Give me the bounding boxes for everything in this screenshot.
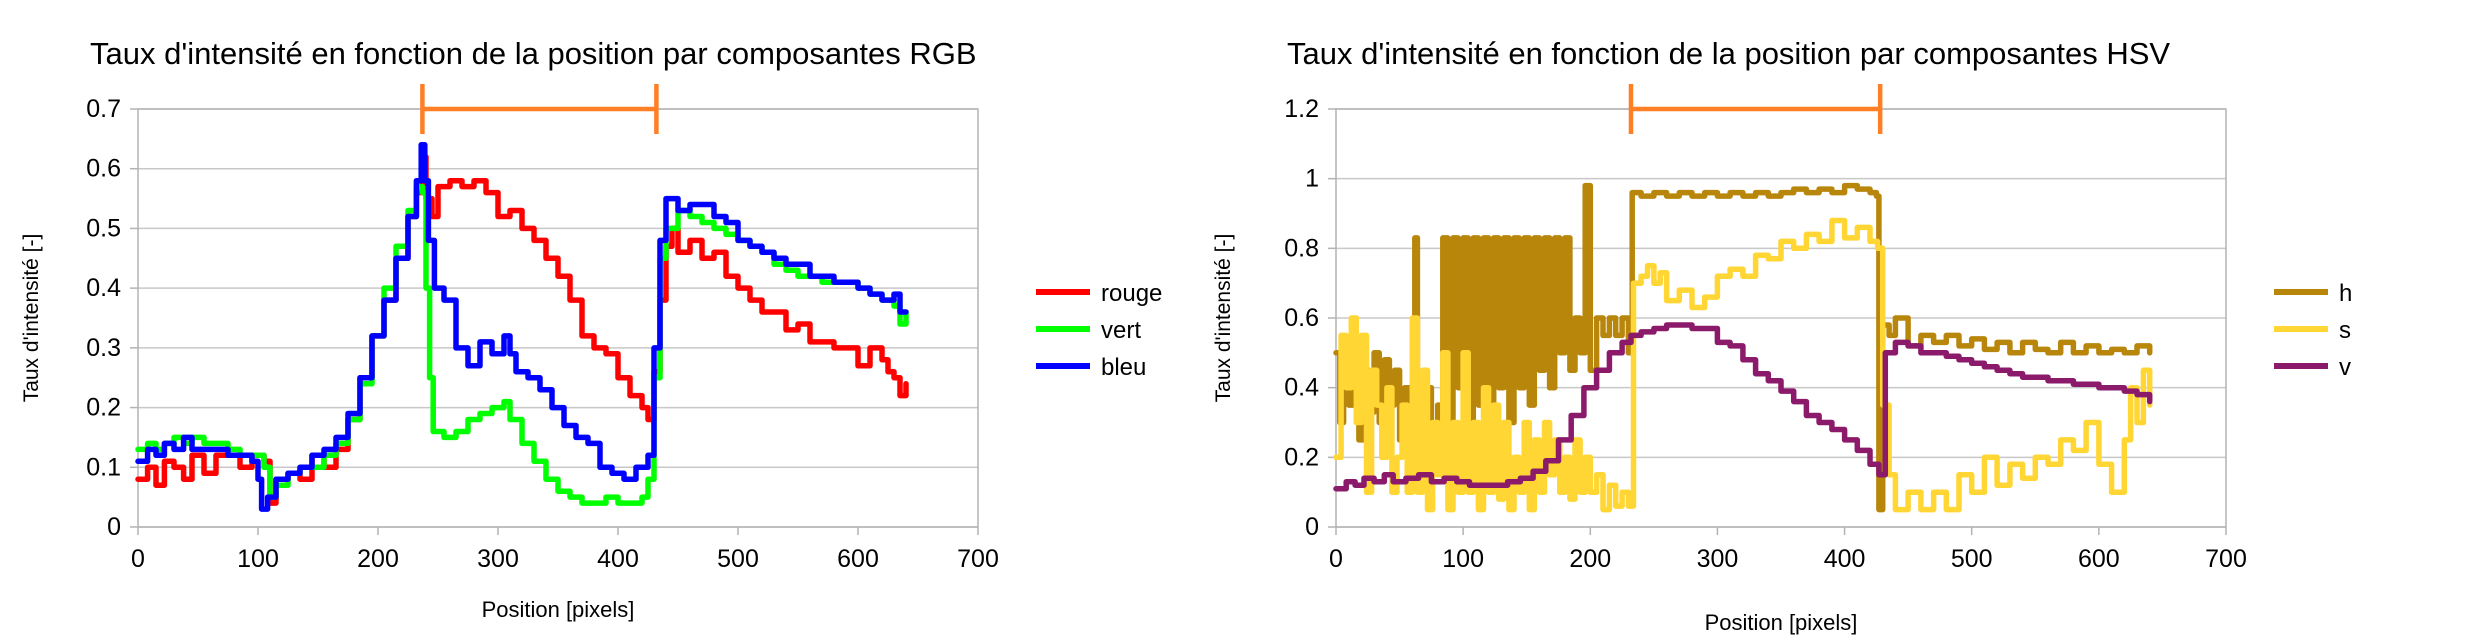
x-tick-label: 0 bbox=[1329, 545, 1343, 573]
legend-label-vert: vert bbox=[1101, 317, 1141, 344]
x-tick-label: 600 bbox=[837, 545, 879, 573]
y-tick-label: 1 bbox=[1305, 165, 1319, 193]
y-tick-label: 0.6 bbox=[1284, 304, 1319, 332]
legend-label-bleu: bleu bbox=[1101, 354, 1146, 381]
x-axis-label: Position [pixels] bbox=[482, 597, 635, 622]
x-tick-label: 300 bbox=[477, 545, 519, 573]
x-tick-label: 400 bbox=[1824, 545, 1866, 573]
x-tick-label: 400 bbox=[597, 545, 639, 573]
y-tick-label: 0 bbox=[1305, 513, 1319, 541]
y-tick-label: 0.7 bbox=[86, 95, 121, 123]
x-tick-label: 500 bbox=[717, 545, 759, 573]
legend-label-v: v bbox=[2339, 354, 2351, 381]
series-line-v bbox=[1333, 322, 2153, 492]
x-tick-label: 700 bbox=[957, 545, 999, 573]
x-tick-label: 600 bbox=[2078, 545, 2120, 573]
y-tick-label: 0.2 bbox=[86, 394, 121, 422]
y-tick-label: 0.3 bbox=[86, 334, 121, 362]
chart-title: Taux d'intensité en fonction de la posit… bbox=[1287, 36, 2170, 71]
series-line-bleu bbox=[135, 142, 909, 512]
y-tick-label: 0.4 bbox=[86, 274, 121, 302]
y-tick-label: 0.1 bbox=[86, 453, 121, 481]
y-tick-label: 0 bbox=[107, 513, 121, 541]
series-line-rouge bbox=[135, 154, 909, 506]
y-tick-label: 1.2 bbox=[1284, 95, 1319, 123]
chart-title: Taux d'intensité en fonction de la posit… bbox=[90, 36, 977, 71]
legend-label-h: h bbox=[2339, 280, 2352, 307]
y-axis-label: Taux d'intensité [-] bbox=[20, 234, 43, 403]
rgb-intensity-chart: Taux d'intensité en fonction de la posit… bbox=[20, 36, 1162, 622]
y-tick-label: 0.8 bbox=[1284, 234, 1319, 262]
legend-label-rouge: rouge bbox=[1101, 280, 1162, 307]
series-line-s bbox=[1333, 217, 2153, 513]
y-tick-label: 0.6 bbox=[86, 155, 121, 183]
y-tick-label: 0.4 bbox=[1284, 374, 1319, 402]
y-tick-label: 0.5 bbox=[86, 214, 121, 242]
x-tick-label: 500 bbox=[1951, 545, 1993, 573]
x-tick-label: 100 bbox=[237, 545, 279, 573]
y-axis-label: Taux d'intensité [-] bbox=[1212, 234, 1235, 403]
x-tick-label: 300 bbox=[1697, 545, 1739, 573]
x-tick-label: 700 bbox=[2205, 545, 2247, 573]
legend-label-s: s bbox=[2339, 317, 2351, 344]
x-axis-label: Position [pixels] bbox=[1705, 610, 1858, 635]
x-tick-label: 100 bbox=[1442, 545, 1484, 573]
x-tick-label: 0 bbox=[131, 545, 145, 573]
x-tick-label: 200 bbox=[357, 545, 399, 573]
x-tick-label: 200 bbox=[1569, 545, 1611, 573]
hsv-intensity-chart: Taux d'intensité en fonction de la posit… bbox=[1212, 36, 2352, 635]
y-tick-label: 0.2 bbox=[1284, 443, 1319, 471]
